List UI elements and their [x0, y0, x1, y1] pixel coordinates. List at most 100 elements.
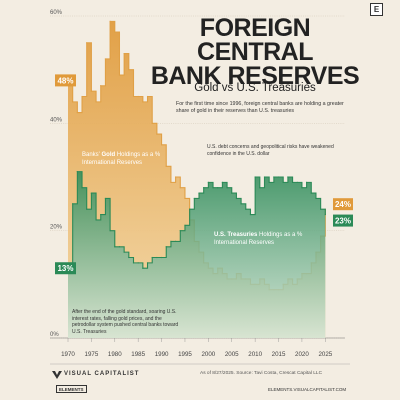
data-point: [137, 262, 139, 264]
data-point: [245, 208, 247, 210]
data-point: [146, 95, 149, 98]
data-point: [160, 144, 163, 146]
page-subtitle: Gold vs U.S. Treasuries: [194, 82, 316, 94]
x-tick-label: 1970: [61, 351, 75, 358]
data-point: [268, 181, 270, 183]
data-point: [72, 203, 74, 205]
title-line-1: FOREIGN CENTRAL: [197, 14, 313, 66]
ust-series-label: U.S. Treasuries Holdings as a % Internat…: [214, 232, 303, 246]
source-note: As of 8/27/2025. Source: Tavi Costa, Cre…: [200, 371, 323, 376]
data-point: [100, 85, 102, 87]
data-point: [132, 262, 135, 264]
data-point: [259, 187, 261, 189]
elements-logo: ELEMENTS: [56, 385, 87, 393]
data-point: [189, 208, 191, 210]
data-point: [81, 95, 83, 98]
data-point: [104, 197, 107, 200]
title-line-2: BANK RESERVES: [150, 62, 360, 90]
data-point: [100, 213, 102, 216]
data-point: [235, 197, 238, 200]
data-point: [198, 192, 200, 194]
data-point: [203, 187, 205, 189]
data-point: [179, 187, 181, 189]
data-point: [226, 187, 228, 189]
data-point: [118, 246, 121, 248]
data-point: [296, 181, 298, 183]
data-point: [128, 69, 130, 71]
series-areas: [67, 20, 326, 338]
data-point: [146, 262, 149, 264]
data-point: [109, 20, 111, 22]
data-point: [277, 176, 280, 178]
data-point: [86, 42, 88, 44]
data-point: [291, 181, 294, 183]
end-label-text: 23%: [335, 217, 351, 226]
end-label-box: [333, 214, 353, 227]
data-point: [114, 31, 116, 33]
data-point: [151, 256, 153, 259]
data-point: [114, 246, 116, 248]
data-point: [175, 176, 177, 178]
y-tick-label: 20%: [50, 225, 63, 231]
data-point: [123, 52, 125, 55]
data-point: [310, 192, 312, 194]
data-point: [324, 213, 326, 216]
x-tick-label: 2010: [248, 351, 262, 358]
data-point: [254, 176, 256, 178]
start-label-text: 13%: [57, 264, 73, 273]
data-point: [249, 213, 252, 216]
data-point: [221, 181, 223, 183]
data-point: [72, 101, 74, 103]
data-point: [123, 251, 125, 253]
series-area-1: [68, 171, 326, 338]
data-point: [263, 176, 266, 178]
x-tick-label: 2000: [201, 351, 215, 358]
data-point: [212, 187, 214, 189]
data-point: [132, 95, 135, 98]
data-point: [184, 197, 186, 200]
data-point: [118, 74, 121, 76]
x-tick-label: 1985: [131, 351, 145, 358]
data-point: [231, 192, 233, 194]
series-end-labels: 48% 24% 13% 23%: [55, 74, 353, 275]
data-point: [165, 165, 167, 167]
data-point: [76, 112, 78, 114]
data-point: [90, 192, 92, 194]
x-tick-label: 1980: [108, 351, 122, 358]
start-label-1: 13%: [55, 262, 76, 275]
intro-text: For the first time since 1996, foreign c…: [176, 101, 344, 114]
data-point: [142, 101, 144, 103]
brand-name: VISUAL CAPITALIST: [64, 371, 140, 377]
gold-series-label: Banks' Gold Holdings as a % Internationa…: [82, 152, 161, 166]
data-point: [156, 133, 158, 135]
x-tick-label: 2005: [225, 351, 239, 358]
data-point: [142, 267, 144, 269]
x-tick-label: 1995: [178, 351, 192, 358]
data-point: [109, 230, 111, 232]
y-tick-label: 60%: [50, 10, 63, 16]
y-tick-label: 40%: [50, 117, 63, 123]
data-point: [156, 256, 158, 259]
visual-capitalist-logo-icon: [52, 371, 62, 379]
x-tick-label: 2015: [272, 351, 286, 358]
data-point: [95, 219, 97, 221]
end-label-1: 23%: [333, 214, 353, 227]
y-tick-label: 0%: [50, 332, 59, 338]
data-point: [165, 246, 167, 248]
data-point: [170, 181, 172, 183]
data-point: [86, 208, 88, 210]
annotation-gold-standard: After the end of the gold standard, soar…: [72, 309, 179, 335]
data-point: [151, 122, 153, 124]
data-point: [175, 240, 177, 242]
page-title: FOREIGN CENTRAL BANK RESERVES: [150, 14, 360, 90]
data-point: [76, 171, 78, 173]
data-point: [90, 90, 92, 92]
x-tick-label: 1975: [85, 351, 99, 358]
annotation-risk: U.S. debt concerns and geopolitical risk…: [207, 144, 334, 157]
start-label-text: 48%: [57, 76, 73, 85]
data-point: [104, 58, 107, 60]
data-point: [128, 256, 130, 259]
data-point: [137, 95, 139, 98]
data-point: [207, 181, 209, 183]
data-point: [315, 197, 317, 200]
